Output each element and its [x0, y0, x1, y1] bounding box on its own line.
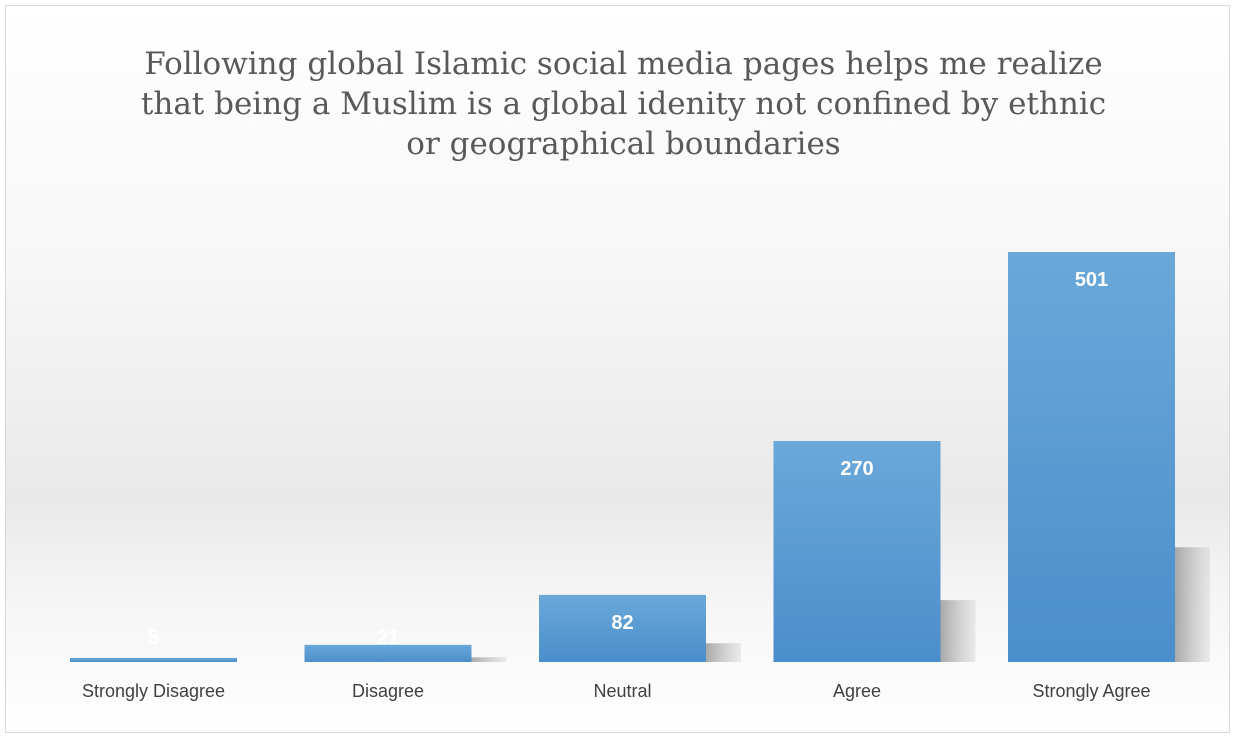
category-axis-labels: Strongly Disagree Disagree Neutral Agree Str…	[82, 681, 1151, 701]
category-label-neutral: Neutral	[593, 681, 651, 701]
bar-strongly-agree	[1008, 252, 1175, 662]
bar-shadow-neutral	[706, 643, 741, 662]
data-label-strongly-disagree: 5	[148, 627, 159, 649]
data-label-strongly-agree: 501	[1075, 269, 1108, 291]
chart-title-line-2: that being a Muslim is a global idenity …	[140, 86, 1107, 122]
bar-strongly-disagree	[70, 657, 237, 662]
bar-shadows	[471, 547, 1210, 662]
bar-shadow-strongly-agree	[1175, 547, 1210, 662]
bar-series	[70, 252, 1175, 662]
bar-shadow-agree	[940, 600, 976, 662]
bar-shadow-disagree	[471, 657, 507, 662]
chart-title: Following global Islamic social media pa…	[66, 44, 1181, 164]
data-labels: 5 21 82 270 501	[148, 269, 1108, 649]
chart-title-line-1: Following global Islamic social media pa…	[144, 46, 1103, 82]
chart-title-line-3: or geographical boundaries	[406, 126, 841, 162]
data-label-neutral: 82	[611, 612, 633, 634]
bar-disagree	[304, 644, 472, 662]
bar-agree	[773, 441, 941, 662]
category-label-agree: Agree	[833, 681, 881, 701]
data-label-agree: 270	[840, 458, 873, 480]
bar-neutral	[539, 594, 706, 662]
category-label-strongly-agree: Strongly Agree	[1032, 681, 1150, 701]
data-label-disagree: 21	[377, 627, 399, 649]
category-label-strongly-disagree: Strongly Disagree	[82, 681, 225, 701]
category-label-disagree: Disagree	[352, 681, 424, 701]
